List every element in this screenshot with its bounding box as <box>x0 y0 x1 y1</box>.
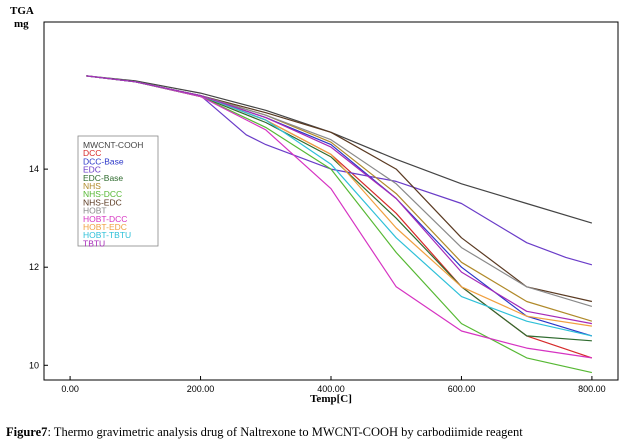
x-tick-label: 0.00 <box>61 384 79 394</box>
series-line-hobt-dcc <box>86 75 592 359</box>
series-lines <box>86 75 593 374</box>
y-tick-label: 14 <box>29 164 39 174</box>
x-tick-label: 200.00 <box>187 384 215 394</box>
series-line-nhs-edc <box>86 75 593 303</box>
legend-entry: NHS <box>83 181 101 191</box>
figure-caption: Figure7: Thermo gravimetric analysis dru… <box>6 425 636 440</box>
caption-label: Figure7 <box>6 425 48 439</box>
legend-entry: EDC-Base <box>83 173 123 183</box>
legend-entry: HOBT-DCC <box>83 214 127 224</box>
axis-ticks: 0.00 200.00 400.00 600.00 800.00 10 12 14 <box>29 164 606 394</box>
legend-entry: MWCNT-COOH <box>83 140 143 150</box>
y-tick-label: 10 <box>29 360 39 370</box>
x-axis-label: Temp[C] <box>310 393 352 405</box>
legend-entry: NHS-EDC <box>83 197 122 207</box>
legend-box <box>77 135 159 247</box>
legend-entry: DCC <box>83 148 101 158</box>
series-line-dcc <box>86 75 593 359</box>
series-line-edc <box>86 75 593 266</box>
y-axis-label-top: TGA <box>10 5 34 17</box>
x-tick-label: 600.00 <box>448 384 476 394</box>
legend-entry: HOBT <box>83 206 107 216</box>
series-line-hobt <box>86 75 593 307</box>
caption-text: : Thermo gravimetric analysis drug of Na… <box>47 425 523 439</box>
x-tick-label: 800.00 <box>578 384 606 394</box>
series-line-nhs <box>86 75 593 322</box>
series-line-edc-base <box>86 75 592 342</box>
series-line-tbtu <box>86 75 593 325</box>
legend-entry: NHS-DCC <box>83 189 122 199</box>
legend-entry: HOBT-EDC <box>83 222 127 232</box>
y-tick-label: 12 <box>29 262 39 272</box>
legend-entry: DCC-Base <box>83 156 124 166</box>
x-tick-label: 400.00 <box>317 384 345 394</box>
y-axis-label-unit: mg <box>14 18 29 30</box>
legend-entry: HOBT-TBTU <box>83 230 131 240</box>
series-line-hobt-tbtu <box>86 75 593 337</box>
legend-entry: TBTU <box>83 238 105 248</box>
legend: MWCNT-COOHDCCDCC-BaseEDCEDC-BaseNHSNHS-D… <box>83 140 143 248</box>
series-line-dcc-base <box>86 75 593 337</box>
legend-entry: EDC <box>83 165 101 175</box>
